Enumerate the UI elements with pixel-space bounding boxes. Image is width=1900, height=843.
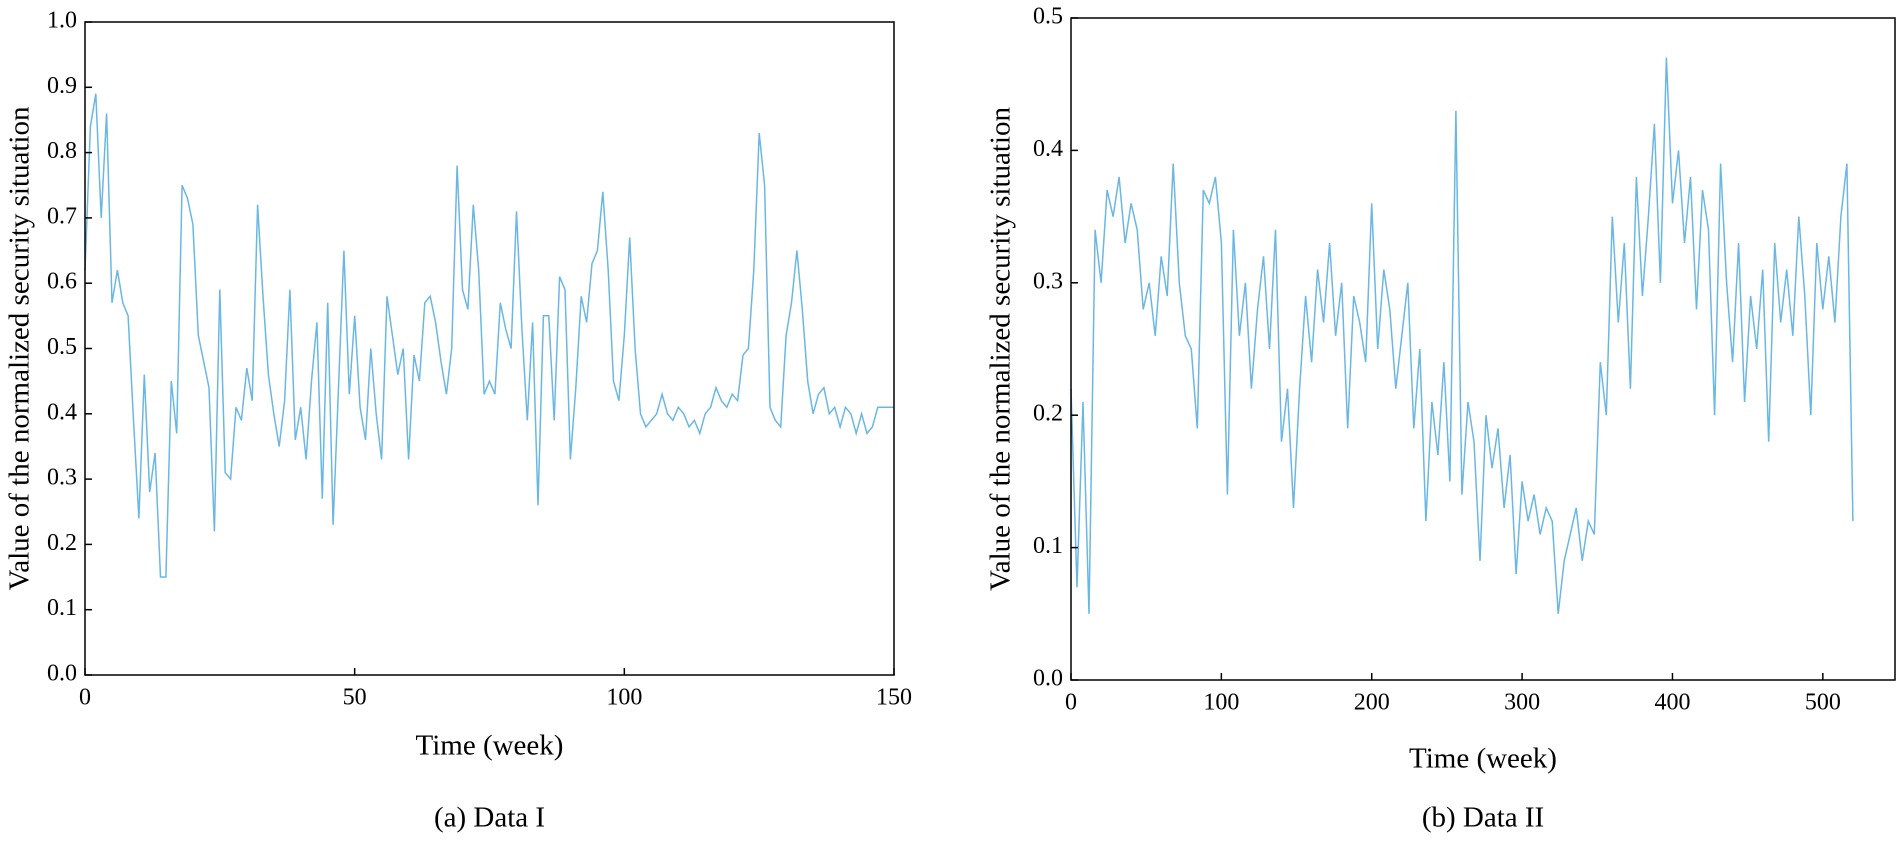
- caption: (b) Data II: [1422, 802, 1544, 834]
- x-tick-label: 100: [1203, 690, 1239, 716]
- y-tick-label: 0.7: [47, 203, 77, 229]
- y-tick-label: 0.6: [47, 269, 77, 295]
- x-axis-label: Time (week): [1409, 743, 1557, 775]
- y-tick-label: 0.1: [1033, 533, 1063, 559]
- x-tick-label: 150: [876, 685, 912, 711]
- x-tick-label: 0: [1065, 690, 1077, 716]
- y-tick-label: 0.2: [47, 530, 77, 556]
- data-line: [1070, 57, 1854, 614]
- y-tick-label: 0.0: [47, 661, 77, 687]
- y-tick-label: 0.5: [47, 334, 77, 360]
- data-line: [84, 93, 894, 578]
- y-tick-label: 0.1: [47, 595, 77, 621]
- x-tick-label: 100: [606, 685, 642, 711]
- y-tick-label: 0.0: [1033, 666, 1063, 692]
- x-tick-label: 300: [1504, 690, 1540, 716]
- y-tick-label: 0.3: [1033, 268, 1063, 294]
- x-tick-label: 500: [1805, 690, 1841, 716]
- plot-frame: [1070, 17, 1896, 681]
- y-axis-label: Value of the normalized security situati…: [4, 106, 36, 590]
- y-tick-label: 0.3: [47, 465, 77, 491]
- y-tick-label: 0.8: [47, 138, 77, 164]
- y-tick-label: 0.4: [1033, 136, 1063, 162]
- caption: (a) Data I: [434, 802, 545, 834]
- x-tick-label: 400: [1654, 690, 1690, 716]
- x-axis-label: Time (week): [416, 730, 564, 762]
- x-tick-label: 200: [1354, 690, 1390, 716]
- y-axis-label: Value of the normalized security situati…: [985, 107, 1017, 591]
- x-tick-label: 0: [79, 685, 91, 711]
- y-tick-label: 1.0: [47, 8, 77, 34]
- y-tick-label: 0.4: [47, 399, 77, 425]
- y-tick-label: 0.9: [47, 73, 77, 99]
- y-tick-label: 0.5: [1033, 4, 1063, 30]
- y-tick-label: 0.2: [1033, 401, 1063, 427]
- plot-frame: [84, 21, 895, 676]
- x-tick-label: 50: [343, 685, 367, 711]
